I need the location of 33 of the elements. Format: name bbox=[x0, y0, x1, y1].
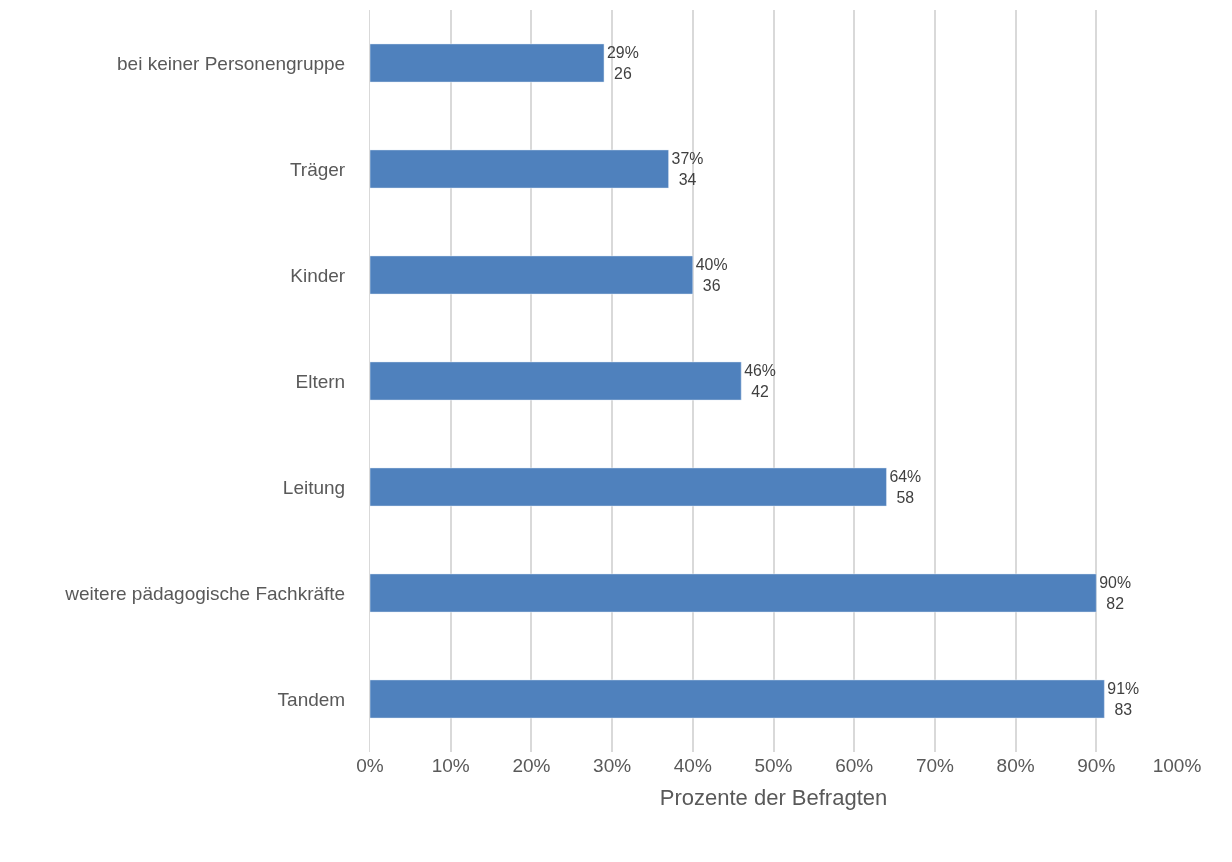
data-label: 64% 58 bbox=[889, 468, 922, 506]
x-tick-label: 90% bbox=[1077, 755, 1116, 776]
bar bbox=[370, 43, 605, 83]
y-tick-label: bei keiner Personengruppe bbox=[117, 52, 346, 74]
data-label: 37% 34 bbox=[671, 150, 704, 188]
x-tick-label: 10% bbox=[431, 755, 470, 776]
x-tick-label: 0% bbox=[356, 755, 384, 776]
bar bbox=[370, 679, 1105, 719]
data-label: 91% 83 bbox=[1107, 680, 1140, 718]
x-tick-label: 100% bbox=[1152, 755, 1202, 776]
x-tick-label: 60% bbox=[835, 755, 874, 776]
y-tick-label: Tandem bbox=[277, 688, 346, 710]
y-tick-label: Leitung bbox=[282, 476, 346, 498]
data-label: 46% 42 bbox=[744, 362, 776, 400]
bar bbox=[370, 149, 669, 189]
data-label: 90% 82 bbox=[1099, 574, 1132, 612]
bar bbox=[370, 255, 694, 295]
bar bbox=[370, 573, 1097, 613]
x-axis-title: Prozente der Befragten bbox=[659, 784, 888, 810]
x-tick-label: 40% bbox=[673, 755, 712, 776]
x-tick-label: 80% bbox=[996, 755, 1035, 776]
bar bbox=[370, 467, 887, 507]
y-tick-label: Träger bbox=[289, 158, 346, 180]
bar bbox=[370, 361, 742, 401]
data-label: 40% 36 bbox=[695, 256, 728, 294]
y-tick-label: weitere pädagogische Fachkräfte bbox=[64, 582, 346, 604]
data-label: 29% 26 bbox=[607, 44, 639, 82]
x-tick-label: 70% bbox=[915, 755, 955, 776]
x-tick-label: 30% bbox=[593, 755, 632, 776]
y-tick-label: Kinder bbox=[290, 264, 346, 286]
x-tick-label: 50% bbox=[754, 755, 793, 776]
y-tick-label: Eltern bbox=[295, 370, 346, 392]
x-tick-label: 20% bbox=[512, 755, 551, 776]
